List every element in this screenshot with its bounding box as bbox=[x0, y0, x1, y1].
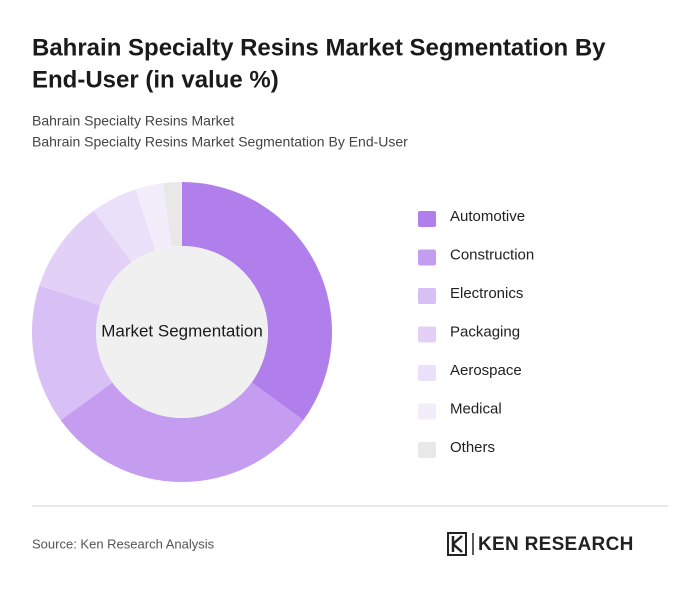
donut-slice bbox=[93, 189, 156, 263]
legend-label: Others bbox=[450, 439, 495, 456]
legend-swatch bbox=[418, 326, 436, 343]
legend-label: Medical bbox=[450, 400, 502, 417]
legend-swatch bbox=[418, 249, 436, 266]
chart-title: End-User (in value %) bbox=[32, 66, 279, 93]
logo-icon bbox=[451, 535, 463, 553]
legend-swatch bbox=[418, 288, 436, 304]
donut-slice bbox=[60, 382, 304, 482]
donut-slice bbox=[32, 285, 113, 421]
logo-icon bbox=[447, 532, 467, 556]
legend-label: Aerospace bbox=[450, 362, 522, 379]
legend-label: Packaging bbox=[450, 323, 520, 340]
donut: Market Segmentation bbox=[32, 182, 332, 482]
chart-title: Bahrain Specialty Resins Market Segmenta… bbox=[32, 34, 606, 61]
donut-slice bbox=[135, 183, 172, 251]
center-label: Market Segmentation bbox=[101, 321, 263, 340]
logo: KEN RESEARCH bbox=[447, 532, 634, 556]
donut-slice bbox=[39, 210, 132, 306]
legend-label: Construction bbox=[450, 246, 534, 263]
subtitle: Bahrain Specialty Resins Market Segmenta… bbox=[32, 134, 408, 150]
logo-text: KEN RESEARCH bbox=[478, 534, 634, 555]
legend: Automotive Construction Electronics Packagi… bbox=[418, 208, 534, 458]
donut-slice bbox=[163, 182, 182, 247]
legend-label: Automotive bbox=[450, 208, 525, 225]
subtitle: Bahrain Specialty Resins Market bbox=[32, 113, 234, 129]
source: Source: Ken Research Analysis bbox=[32, 536, 215, 551]
legend-swatch bbox=[418, 365, 436, 381]
legend-label: Electronics bbox=[450, 285, 523, 302]
donut-hole bbox=[96, 246, 268, 418]
legend-swatch bbox=[418, 211, 436, 227]
legend-swatch bbox=[418, 442, 436, 458]
legend-swatch bbox=[418, 403, 436, 420]
donut-slice bbox=[182, 182, 332, 421]
